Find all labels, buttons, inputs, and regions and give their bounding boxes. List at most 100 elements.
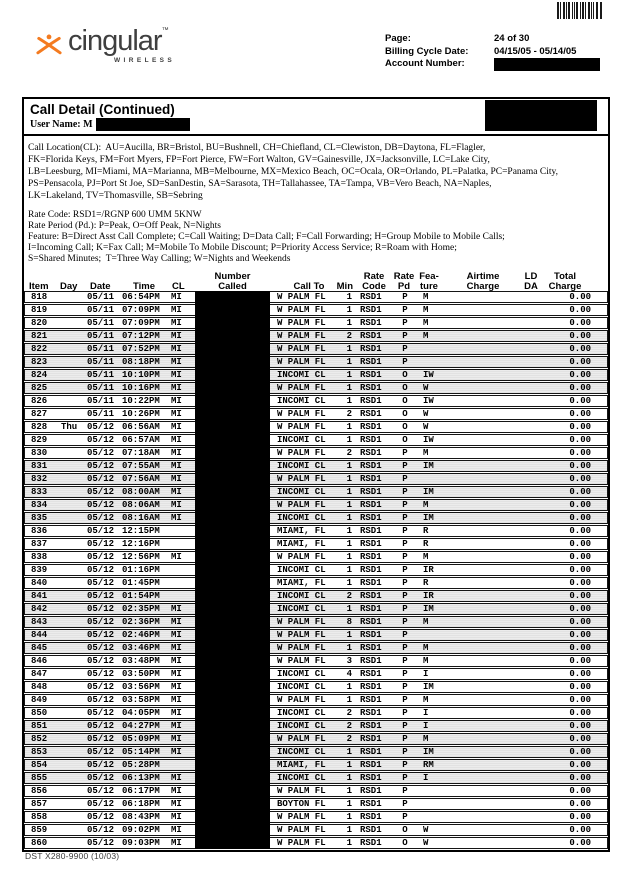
cell-min: 1 bbox=[346, 487, 352, 497]
cell-date: 05/12 bbox=[87, 487, 115, 497]
cell-date: 05/12 bbox=[87, 630, 115, 640]
cell-rate_pd: P bbox=[402, 734, 408, 744]
cell-rate_pd: P bbox=[402, 292, 408, 302]
cell-rate_pd: P bbox=[402, 461, 408, 471]
cell-item: 855 bbox=[31, 773, 48, 783]
table-row: 821 05/11 07:12PM MI W PALM FL 2 RSD1 P M 0.00 bbox=[24, 330, 608, 342]
cell-item: 831 bbox=[31, 461, 48, 471]
cell-rate_code: RSD1 bbox=[360, 786, 382, 796]
cell-date: 05/12 bbox=[87, 734, 115, 744]
col-header-item: Item bbox=[29, 280, 49, 292]
cell-feature: IM bbox=[423, 604, 434, 614]
cell-rate_code: RSD1 bbox=[360, 396, 382, 406]
cell-feature: M bbox=[423, 617, 429, 627]
cell-rate_code: RSD1 bbox=[360, 344, 382, 354]
cell-total: 0.00 bbox=[569, 357, 591, 367]
cell-rate_code: RSD1 bbox=[360, 812, 382, 822]
cell-cl: MI bbox=[171, 825, 182, 835]
cell-min: 1 bbox=[346, 474, 352, 484]
cell-rate_code: RSD1 bbox=[360, 487, 382, 497]
col-header-total-charge: Total Charge bbox=[540, 272, 590, 291]
cell-min: 1 bbox=[346, 305, 352, 315]
cell-rate_pd: P bbox=[402, 604, 408, 614]
cell-rate_code: RSD1 bbox=[360, 565, 382, 575]
cell-cl: MI bbox=[171, 422, 182, 432]
cell-time: 06:54PM bbox=[122, 292, 160, 302]
cell-date: 05/11 bbox=[87, 344, 115, 354]
cell-day: Thu bbox=[61, 422, 78, 432]
cell-time: 07:52PM bbox=[122, 344, 160, 354]
col-header-ld-bottom: DA bbox=[524, 280, 538, 292]
cell-cl: MI bbox=[171, 604, 182, 614]
cell-total: 0.00 bbox=[569, 487, 591, 497]
rate-legend-line: Feature: B=Direct Asst Call Complete; C=… bbox=[28, 232, 505, 242]
cell-min: 2 bbox=[346, 721, 352, 731]
cell-call_to: W PALM FL bbox=[277, 643, 326, 653]
form-code: DST X280-9900 (10/03) bbox=[25, 851, 120, 861]
cell-rate_pd: O bbox=[402, 435, 408, 445]
cell-feature: I bbox=[423, 669, 429, 679]
col-header-rate-pd: Rate Pd bbox=[394, 272, 415, 292]
cell-date: 05/12 bbox=[87, 552, 115, 562]
cell-cl: MI bbox=[171, 799, 182, 809]
cell-cl: MI bbox=[171, 409, 182, 419]
rate-legend-line: S=Shared Minutes; T=Three Way Calling; W… bbox=[28, 254, 291, 264]
cell-call_to: W PALM FL bbox=[277, 448, 326, 458]
cell-total: 0.00 bbox=[569, 526, 591, 536]
cell-date: 05/12 bbox=[87, 422, 115, 432]
cell-item: 852 bbox=[31, 734, 48, 744]
cell-date: 05/12 bbox=[87, 591, 115, 601]
call-detail-box: Call Detail (Continued) User Name: M Cal… bbox=[22, 97, 610, 852]
section-header: Call Detail (Continued) User Name: M bbox=[24, 99, 608, 136]
col-header-rate-pd-bottom: Pd bbox=[397, 280, 411, 292]
cell-min: 1 bbox=[346, 292, 352, 302]
cell-time: 12:15PM bbox=[122, 526, 160, 536]
cell-min: 1 bbox=[346, 318, 352, 328]
cell-date: 05/12 bbox=[87, 565, 115, 575]
cell-rate_pd: P bbox=[402, 656, 408, 666]
cell-rate_code: RSD1 bbox=[360, 669, 382, 679]
cell-call_to: INCOMI CL bbox=[277, 604, 326, 614]
cell-item: 840 bbox=[31, 578, 48, 588]
table-row: 819 05/11 07:09PM MI W PALM FL 1 RSD1 P M 0.00 bbox=[24, 304, 608, 316]
brand-subtitle: WIRELESS bbox=[114, 57, 176, 64]
cell-item: 856 bbox=[31, 786, 48, 796]
table-row: 841 05/12 01:54PM INCOMI CL 2 RSD1 P IR 0.00 bbox=[24, 590, 608, 602]
table-row: 849 05/12 03:58PM MI W PALM FL 1 RSD1 P M 0.00 bbox=[24, 694, 608, 706]
cell-rate_code: RSD1 bbox=[360, 747, 382, 757]
cell-rate_pd: O bbox=[402, 383, 408, 393]
cell-feature: IM bbox=[423, 487, 434, 497]
cell-time: 01:54PM bbox=[122, 591, 160, 601]
cell-call_to: W PALM FL bbox=[277, 383, 326, 393]
cell-date: 05/12 bbox=[87, 786, 115, 796]
cell-time: 07:18AM bbox=[122, 448, 160, 458]
cell-rate_pd: P bbox=[402, 630, 408, 640]
cell-call_to: W PALM FL bbox=[277, 305, 326, 315]
cell-rate_pd: P bbox=[402, 799, 408, 809]
cingular-jack-icon bbox=[36, 34, 62, 55]
cell-item: 835 bbox=[31, 513, 48, 523]
cell-feature: R bbox=[423, 526, 429, 536]
cell-feature: IW bbox=[423, 435, 434, 445]
cell-total: 0.00 bbox=[569, 318, 591, 328]
cell-date: 05/12 bbox=[87, 500, 115, 510]
cell-item: 842 bbox=[31, 604, 48, 614]
col-header-min: Min bbox=[336, 280, 353, 292]
legend-line: Call Location(CL): AU=Aucilla, BR=Bristo… bbox=[28, 143, 486, 153]
cell-date: 05/12 bbox=[87, 656, 115, 666]
cell-call_to: INCOMI CL bbox=[277, 461, 326, 471]
redacted-header-box bbox=[485, 100, 597, 131]
rate-legend-line: Rate Code: RSD1=/RGNP 600 UMM 5KNW bbox=[28, 210, 202, 220]
cell-min: 1 bbox=[346, 786, 352, 796]
cell-time: 03:50PM bbox=[122, 669, 160, 679]
cell-total: 0.00 bbox=[569, 383, 591, 393]
user-name-line: User Name: M bbox=[30, 118, 608, 131]
cell-date: 05/11 bbox=[87, 396, 115, 406]
cell-item: 849 bbox=[31, 695, 48, 705]
cell-call_to: INCOMI CL bbox=[277, 370, 326, 380]
cell-cl: MI bbox=[171, 773, 182, 783]
cell-call_to: W PALM FL bbox=[277, 331, 326, 341]
cell-rate_code: RSD1 bbox=[360, 500, 382, 510]
cell-feature: W bbox=[423, 409, 429, 419]
cell-rate_pd: O bbox=[402, 422, 408, 432]
